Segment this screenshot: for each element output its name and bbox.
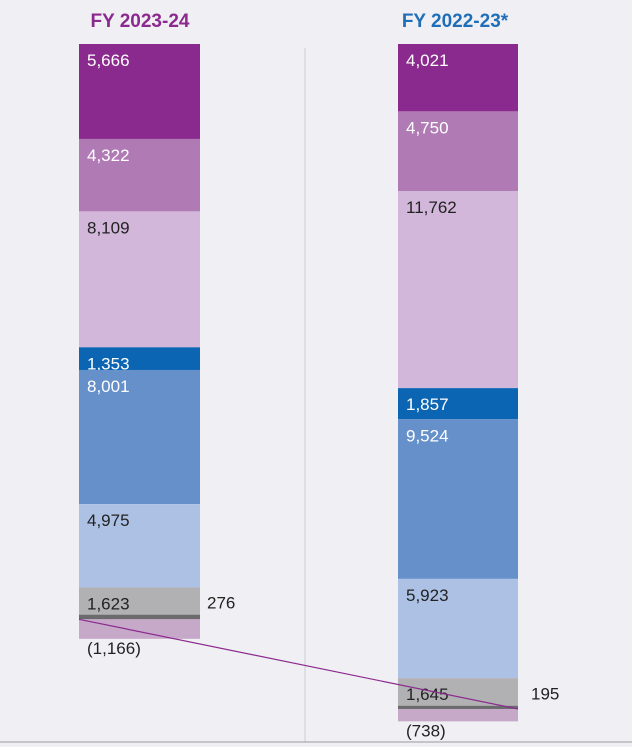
bar-segment bbox=[79, 504, 200, 588]
data-label: 9,524 bbox=[406, 426, 449, 445]
data-label: 1,857 bbox=[406, 395, 449, 414]
zero-connector-line bbox=[78, 618, 519, 710]
bar-segment bbox=[398, 111, 518, 192]
data-label: 5,923 bbox=[406, 586, 449, 605]
bar-segment bbox=[398, 388, 518, 420]
bar-segment bbox=[79, 211, 200, 348]
bar-segment bbox=[398, 419, 518, 579]
bar-segment bbox=[79, 347, 200, 370]
bar-segment bbox=[398, 191, 518, 389]
category-title: FY 2022-23* bbox=[402, 11, 509, 32]
data-label: 5,666 bbox=[87, 51, 130, 70]
bar-segment bbox=[79, 369, 200, 505]
data-label: (738) bbox=[406, 721, 446, 740]
data-label: (1,166) bbox=[87, 639, 141, 658]
data-label: 276 bbox=[207, 594, 235, 613]
bar-segment bbox=[79, 44, 200, 139]
bar-segment bbox=[398, 44, 518, 112]
bar-segment-negative bbox=[79, 619, 200, 639]
data-label: 195 bbox=[531, 685, 559, 704]
data-label: 1,623 bbox=[87, 594, 130, 613]
data-label: 8,001 bbox=[87, 377, 130, 396]
data-label: 11,762 bbox=[406, 198, 457, 217]
data-label: 4,322 bbox=[87, 146, 130, 165]
data-label: 4,750 bbox=[406, 118, 449, 137]
bar-segment bbox=[79, 138, 200, 212]
data-label: 1,645 bbox=[406, 685, 449, 704]
category-title: FY 2023-24 bbox=[91, 11, 190, 32]
bar-segment-negative bbox=[398, 708, 518, 722]
bar-segment bbox=[398, 705, 518, 709]
data-label: 8,109 bbox=[87, 218, 130, 237]
data-label: 4,021 bbox=[406, 51, 449, 70]
bar-segment bbox=[398, 578, 518, 679]
bar-segment bbox=[79, 587, 200, 615]
data-label: 1,353 bbox=[87, 354, 130, 373]
data-label: 4,975 bbox=[87, 511, 130, 530]
bar-segment bbox=[79, 614, 200, 620]
bar-segment bbox=[398, 678, 518, 706]
